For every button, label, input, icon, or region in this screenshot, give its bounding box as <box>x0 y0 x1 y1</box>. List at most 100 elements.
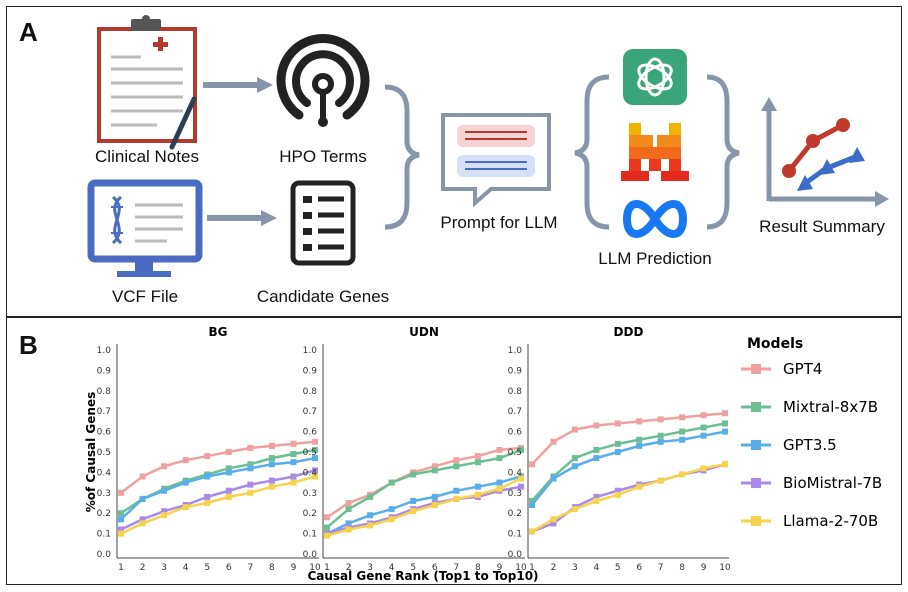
data-point <box>204 493 211 500</box>
panel-b-label: B <box>19 330 38 360</box>
panel-a-label: A <box>19 17 38 47</box>
data-point <box>118 516 124 523</box>
series-line-gpt3.5 <box>120 456 316 521</box>
legend-label: BioMistral-7B <box>783 474 882 492</box>
data-point <box>571 426 578 433</box>
data-point <box>410 471 417 478</box>
signal-icon <box>276 34 370 127</box>
series-line-gpt4 <box>120 440 316 494</box>
legend-marker <box>751 516 761 526</box>
legend-label: GPT4 <box>783 360 822 378</box>
data-point <box>636 442 643 449</box>
data-point <box>324 532 330 539</box>
data-point <box>290 459 297 466</box>
legend-marker <box>751 478 761 488</box>
x-tick-label: 6 <box>636 563 642 573</box>
data-point <box>247 481 254 488</box>
chart-title-ddd: DDD <box>614 325 644 339</box>
data-point <box>496 485 503 492</box>
data-point <box>290 451 297 458</box>
series-line-biomistral-7b <box>120 469 316 531</box>
data-point <box>247 461 254 468</box>
y-tick-label: 0.4 <box>303 468 318 478</box>
x-tick-label: 4 <box>389 563 395 573</box>
x-tick-label: 3 <box>161 563 167 573</box>
data-point <box>496 446 503 453</box>
prompt-label: Prompt for LLM <box>440 213 558 232</box>
data-point <box>550 520 557 527</box>
data-point <box>431 493 438 500</box>
data-point <box>593 493 600 500</box>
y-tick-label: 0.6 <box>508 428 523 438</box>
data-point <box>290 440 297 447</box>
data-point <box>518 483 524 490</box>
panel-a-workflow: A <box>6 6 902 317</box>
data-point <box>161 512 168 519</box>
x-tick-label: 10 <box>309 563 321 573</box>
data-point <box>225 465 232 472</box>
y-tick-label: 0.7 <box>303 407 317 417</box>
series-line-llama-2-70b <box>120 475 316 535</box>
series-line-biomistral-7b <box>326 485 522 535</box>
data-point <box>614 491 621 498</box>
data-point <box>700 412 707 419</box>
data-point <box>247 465 254 472</box>
x-tick-label: 1 <box>324 563 330 573</box>
data-point <box>614 440 621 447</box>
x-tick-label: 5 <box>204 563 210 573</box>
x-tick-label: 9 <box>701 563 707 573</box>
y-tick-label: 0.2 <box>97 509 111 519</box>
data-point <box>118 530 124 537</box>
data-point <box>614 420 621 427</box>
data-point <box>722 420 728 427</box>
candidate-genes-label: Candidate Genes <box>256 287 390 306</box>
clinical-notes-label: Clinical Notes <box>95 147 199 166</box>
data-point <box>722 428 728 435</box>
data-point <box>410 497 417 504</box>
data-point <box>182 457 189 464</box>
data-point <box>700 465 707 472</box>
data-point <box>474 459 481 466</box>
data-point <box>453 495 460 502</box>
data-point <box>614 449 621 455</box>
data-point <box>268 483 275 490</box>
data-point <box>679 436 686 443</box>
mistral-logo-icon <box>621 123 689 181</box>
data-point <box>474 483 481 490</box>
data-point <box>388 516 395 523</box>
data-point <box>247 489 254 496</box>
series-line-llama-2-70b <box>531 463 726 533</box>
data-point <box>593 446 600 453</box>
series-line-llama-2-70b <box>326 477 522 537</box>
data-point <box>529 528 535 535</box>
line-charts: BG 0.0 0.1 0.2 0.3 0.4 0.5 0.6 0.7 0.8 0.9 1.0 1 2 3 4 5… <box>84 325 882 583</box>
data-point <box>204 453 211 460</box>
y-tick-label: 0.4 <box>97 468 112 478</box>
legend-label: Mixtral-8x7B <box>783 398 878 416</box>
arrow-vcf-to-genes <box>207 210 277 226</box>
y-tick-label: 0.6 <box>303 428 318 438</box>
data-point <box>474 491 481 498</box>
data-point <box>571 506 578 513</box>
data-point <box>657 477 664 484</box>
data-point <box>290 473 297 480</box>
data-point <box>225 493 232 500</box>
x-tick-label: 5 <box>410 563 416 573</box>
x-tick-label: 9 <box>291 563 297 573</box>
hpo-terms-label: HPO Terms <box>279 147 367 166</box>
legend-marker <box>751 364 761 374</box>
data-point <box>474 453 481 460</box>
vcf-file-label: VCF File <box>111 287 179 306</box>
data-point <box>324 514 330 521</box>
y-axis-label: %of Causal Genes <box>84 392 98 512</box>
data-point <box>367 493 374 500</box>
y-tick-label: 0.3 <box>303 489 317 499</box>
y-tick-label: 1.0 <box>303 346 318 356</box>
brace-right <box>706 74 740 230</box>
data-point <box>345 526 352 533</box>
data-point <box>161 463 168 470</box>
y-tick-label: 0.2 <box>508 509 522 519</box>
x-tick-label: 7 <box>453 563 459 573</box>
x-tick-label: 2 <box>140 563 146 573</box>
legend-marker <box>751 440 761 450</box>
